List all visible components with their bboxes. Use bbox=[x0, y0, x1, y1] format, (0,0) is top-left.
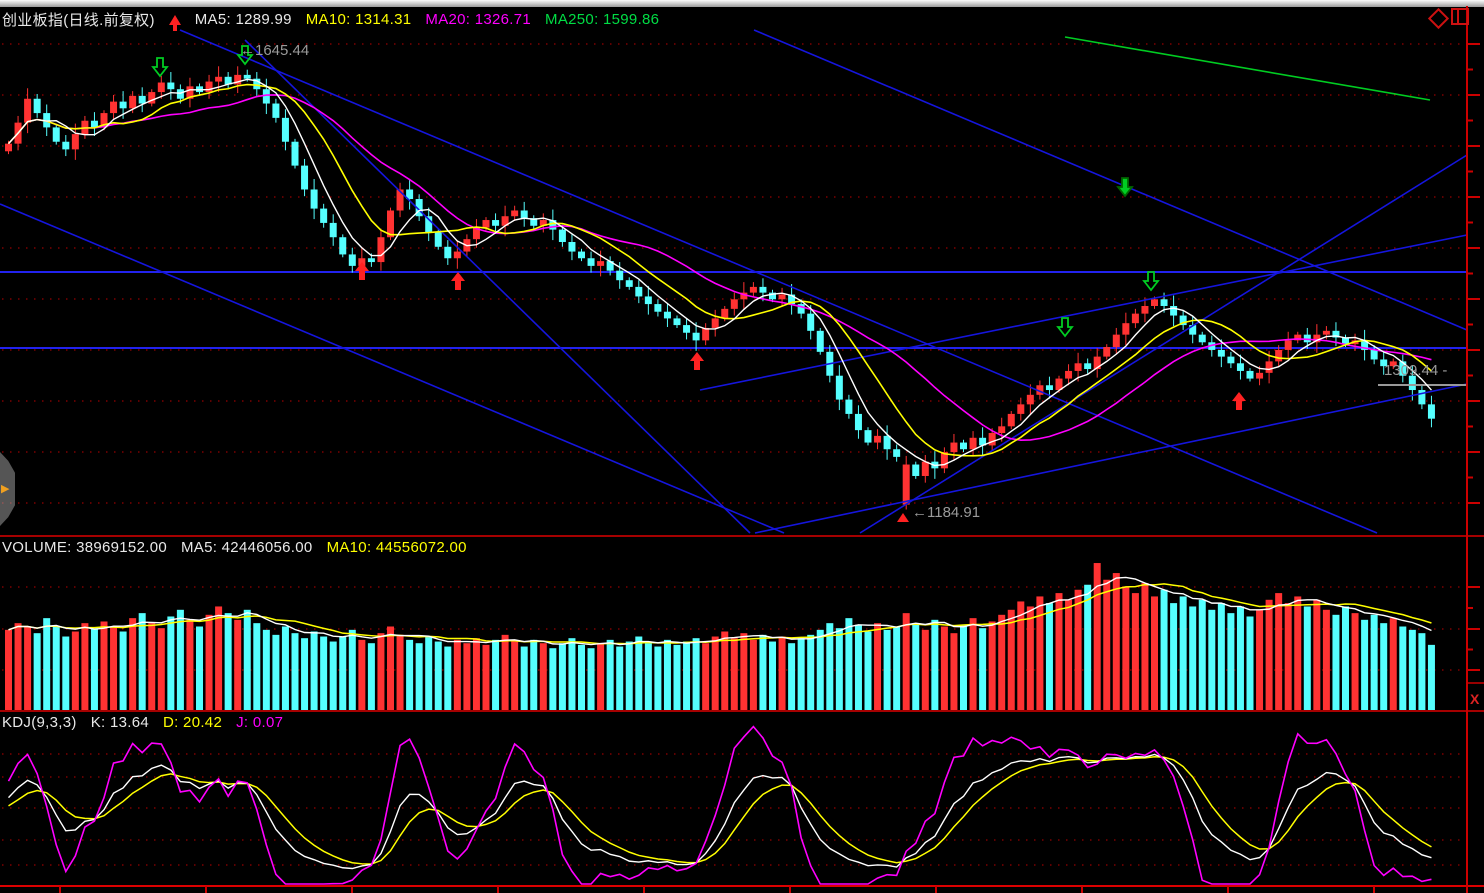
close-indicator-button[interactable]: X bbox=[1470, 691, 1480, 707]
kdj-d-value: D: 20.42 bbox=[162, 714, 223, 731]
left-arrow-marker: ← bbox=[240, 42, 255, 59]
instrument-title: 创业板指(日线.前复权) bbox=[2, 12, 155, 29]
last-price-label: 1309.44 - bbox=[1384, 362, 1448, 379]
ma5-value: MA5: 1289.99 bbox=[194, 11, 292, 28]
up-arrow-icon bbox=[168, 14, 181, 31]
volume-pane-header: VOLUME: 38969152.00 MA5: 42446056.00 MA1… bbox=[2, 539, 467, 556]
volume-value: VOLUME: 38969152.00 bbox=[2, 539, 167, 556]
kdj-j-value: J: 0.07 bbox=[236, 714, 284, 731]
low-price-label: ←1184.91 bbox=[912, 504, 981, 521]
split-divider bbox=[1457, 10, 1459, 23]
ma20-value: MA20: 1326.71 bbox=[425, 11, 532, 28]
kdj-name: KDJ(9,3,3) bbox=[2, 714, 77, 731]
left-arrow-marker: ← bbox=[912, 504, 927, 521]
kdj-pane-header: KDJ(9,3,3) K: 13.64 D: 20.42 J: 0.07 bbox=[2, 714, 283, 731]
ma250-value: MA250: 1599.86 bbox=[545, 11, 660, 28]
sidebar-expand-handle[interactable]: ▶ bbox=[0, 452, 15, 526]
volume-ma5-value: MA5: 42446056.00 bbox=[180, 539, 313, 556]
price-pane-header: 创业板指(日线.前复权) MA5: 1289.99 MA10: 1314.31 … bbox=[2, 9, 660, 31]
volume-ma10-value: MA10: 44556072.00 bbox=[326, 539, 467, 556]
window-top-edge bbox=[0, 0, 1484, 7]
kdj-k-value: K: 13.64 bbox=[90, 714, 149, 731]
ma10-value: MA10: 1314.31 bbox=[305, 11, 412, 28]
split-window-icon[interactable] bbox=[1451, 8, 1469, 25]
peak-price-label: ←1645.44 bbox=[240, 42, 310, 59]
expand-arrow-icon: ▶ bbox=[1, 482, 10, 495]
